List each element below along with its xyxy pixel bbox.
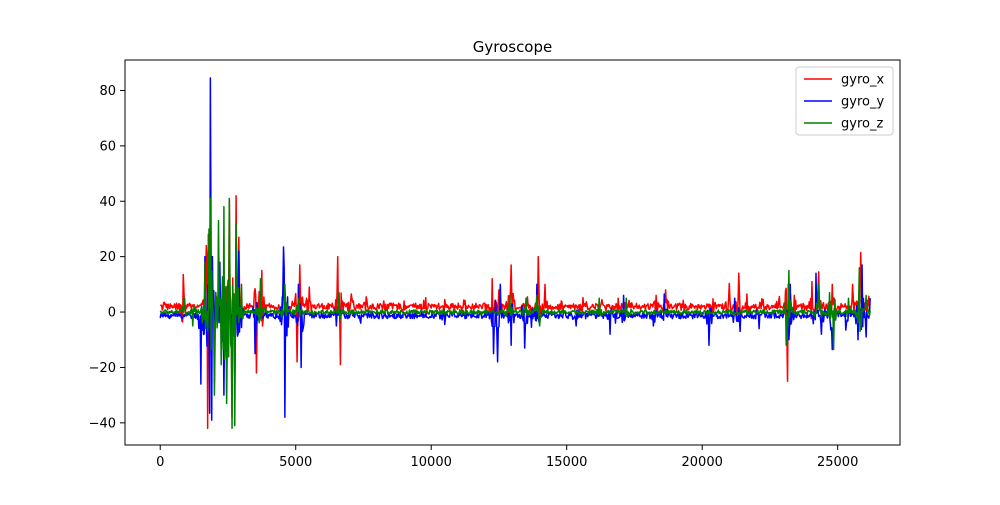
x-axis: 0 5000 10000 15000 20000 25000: [156, 445, 858, 470]
x-tick-label: 15000: [546, 455, 587, 470]
legend: gyro_x gyro_y gyro_z: [796, 67, 893, 135]
legend-label-gyro_y: gyro_y: [841, 95, 884, 110]
y-axis: −40 −20 0 20 40 60 80: [89, 84, 125, 431]
plot-area-frame: [125, 60, 900, 445]
y-tick-label: 20: [99, 250, 116, 265]
y-tick-label: 0: [108, 306, 116, 321]
y-tick-label: −20: [89, 361, 116, 376]
x-tick-label: 0: [156, 455, 164, 470]
legend-label-gyro_z: gyro_z: [841, 117, 883, 132]
y-tick-label: 80: [99, 84, 116, 99]
chart-title: Gyroscope: [473, 38, 553, 56]
x-tick-label: 20000: [682, 455, 723, 470]
y-tick-label: −40: [89, 416, 116, 431]
x-tick-label: 25000: [817, 455, 858, 470]
series-line-gyro_y: [160, 78, 870, 420]
x-tick-label: 10000: [411, 455, 452, 470]
y-tick-label: 40: [99, 195, 116, 210]
legend-label-gyro_x: gyro_x: [841, 73, 884, 88]
series-line-gyro_z: [160, 198, 870, 428]
x-tick-label: 5000: [279, 455, 312, 470]
plot-series-group: [160, 78, 870, 428]
y-tick-label: 60: [99, 139, 116, 154]
